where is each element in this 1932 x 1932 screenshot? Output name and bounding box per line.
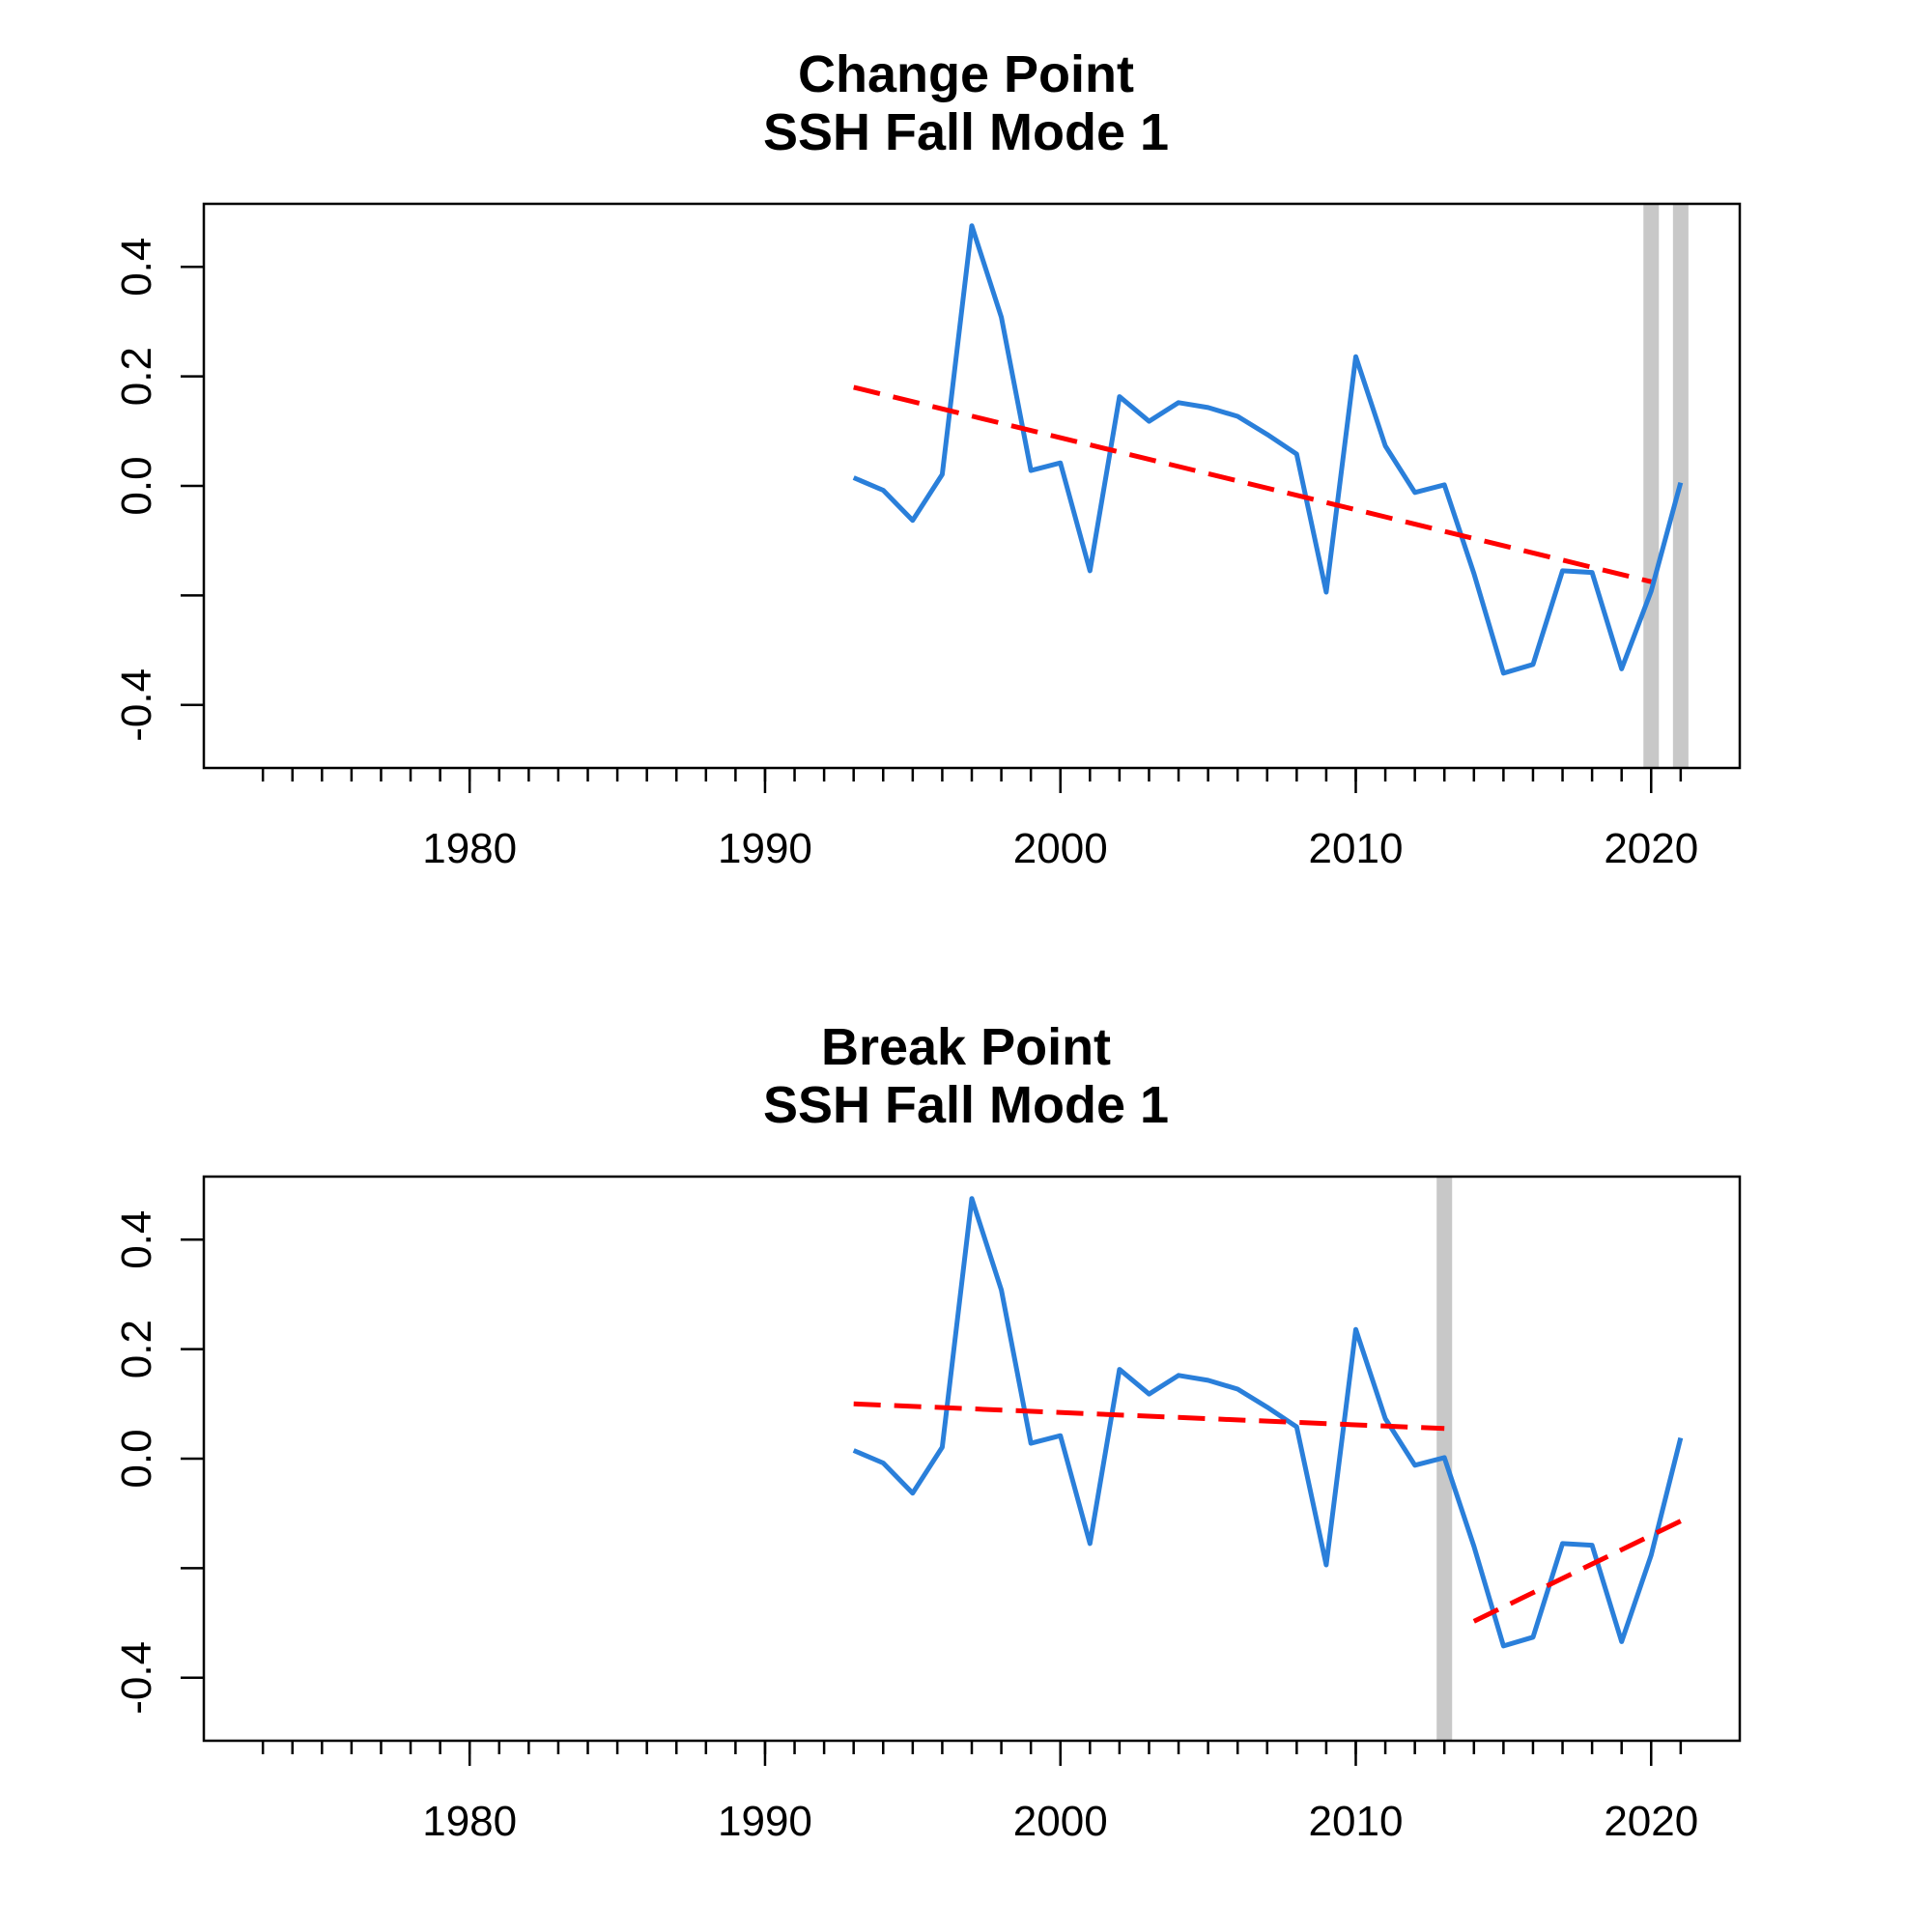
chart-subtitle: SSH Fall Mode 1 [763,103,1169,161]
y-tick-label: 0.2 [113,1320,160,1378]
y-tick-label: 0.0 [113,456,160,515]
x-tick-label: 2010 [1309,1798,1404,1845]
x-tick-label: 1990 [718,1798,812,1845]
trend-line [853,384,1652,584]
trend-line [1472,1519,1682,1624]
plot-area: 1980 1990 2000 2010 2020 -0.4 0.0 0.2 0.4 [113,202,1742,872]
chart-title: Change Point [798,45,1134,103]
data-line [852,223,1684,676]
y-tick-label: 0.4 [113,1210,160,1269]
x-tick-label: 1980 [422,1798,517,1845]
panel-break-point: Break Point SSH Fall Mode 1 1980 1990 2000… [113,1018,1742,1845]
panel-change-point: Change Point SSH Fall Mode 1 1980 1990 200… [113,45,1742,872]
y-tick-label: 0.2 [113,347,160,406]
y-tick-label: -0.4 [113,1641,160,1715]
data-line [852,1196,1684,1649]
chart-subtitle: SSH Fall Mode 1 [763,1076,1169,1134]
y-tick-label: 0.0 [113,1429,160,1488]
x-tick-label: 2010 [1309,825,1404,872]
plot-frame [202,1175,1742,1743]
y-tick-label: -0.4 [113,668,160,742]
x-tick-label: 2000 [1013,825,1108,872]
x-tick-label: 2020 [1604,1798,1698,1845]
plot-frame [202,202,1742,770]
y-tick-label: 0.4 [113,238,160,297]
x-tick-label: 2020 [1604,825,1698,872]
x-tick-label: 1990 [718,825,812,872]
chart-title: Break Point [821,1018,1111,1076]
trend-line [853,1401,1445,1432]
x-tick-label: 2000 [1013,1798,1108,1845]
x-tick-label: 1980 [422,825,517,872]
plot-area: 1980 1990 2000 2010 2020 -0.4 0.0 0.2 0.4 [113,1175,1742,1845]
